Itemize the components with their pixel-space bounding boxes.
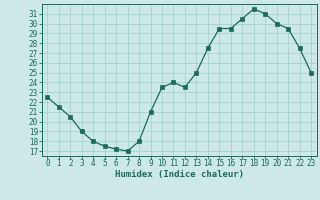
X-axis label: Humidex (Indice chaleur): Humidex (Indice chaleur) (115, 170, 244, 179)
